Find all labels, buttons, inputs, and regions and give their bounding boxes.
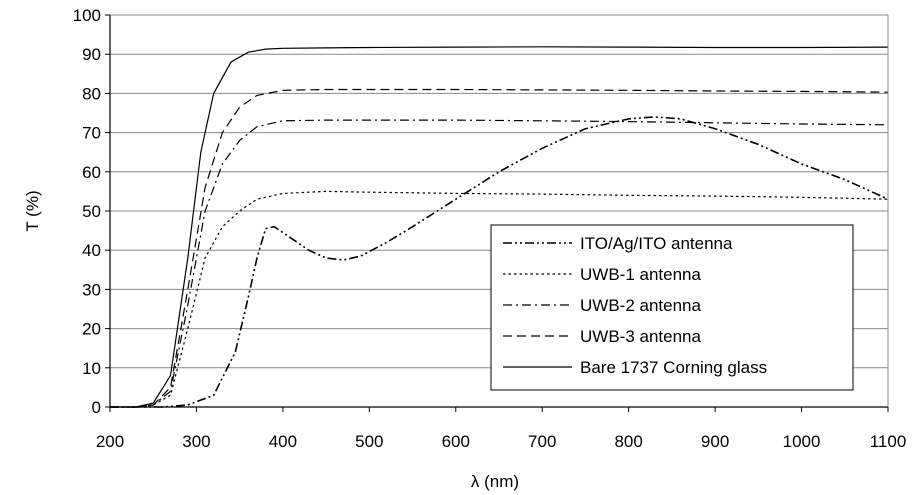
series-line-3 bbox=[110, 119, 889, 408]
legend-label-4: UWB-3 antenna bbox=[580, 327, 701, 346]
tick-labels: 0 10 20 30 40 50 60 70 80 90 100 200 300 400 500 600 700… bbox=[73, 6, 907, 451]
y-tick-label: 90 bbox=[82, 45, 101, 64]
y-tick-label: 60 bbox=[82, 163, 101, 182]
legend-label-5: Bare 1737 Corning glass bbox=[580, 358, 767, 377]
legend-label-3: UWB-2 antenna bbox=[580, 296, 701, 315]
y-tick-label: 30 bbox=[82, 280, 101, 299]
series-lines bbox=[110, 46, 889, 408]
x-tick-label: 1000 bbox=[783, 432, 821, 451]
x-tick-label: 500 bbox=[355, 432, 383, 451]
legend: ITO/Ag/ITO antenna UWB-1 antenna UWB-2 ant… bbox=[490, 224, 854, 391]
y-tick-label: 70 bbox=[82, 124, 101, 143]
x-tick-label: 800 bbox=[614, 432, 642, 451]
y-tick-label: 0 bbox=[92, 398, 101, 417]
gridlines bbox=[110, 14, 888, 369]
legend-label-2: UWB-1 antenna bbox=[580, 265, 701, 284]
series-line-2 bbox=[110, 190, 889, 408]
y-axis-title: T (%) bbox=[23, 190, 42, 231]
series-line-4 bbox=[110, 88, 889, 408]
y-tick-label: 50 bbox=[82, 202, 101, 221]
y-tick-label: 20 bbox=[82, 320, 101, 339]
x-tick-label: 900 bbox=[701, 432, 729, 451]
x-tick-label: 1100 bbox=[870, 432, 907, 451]
x-tick-label: 600 bbox=[442, 432, 470, 451]
y-tick-label: 10 bbox=[82, 359, 101, 378]
x-tick-label: 400 bbox=[269, 432, 297, 451]
x-tick-label: 700 bbox=[528, 432, 556, 451]
x-tick-label: 300 bbox=[182, 432, 210, 451]
y-tick-label: 100 bbox=[73, 6, 101, 25]
legend-label-1: ITO/Ag/ITO antenna bbox=[580, 234, 733, 253]
x-axis-title: λ (nm) bbox=[471, 472, 519, 491]
legend-box bbox=[490, 224, 854, 391]
y-tick-label: 80 bbox=[82, 84, 101, 103]
x-tick-label: 200 bbox=[96, 432, 124, 451]
y-tick-label: 40 bbox=[82, 241, 101, 260]
series-line-5 bbox=[110, 46, 889, 408]
